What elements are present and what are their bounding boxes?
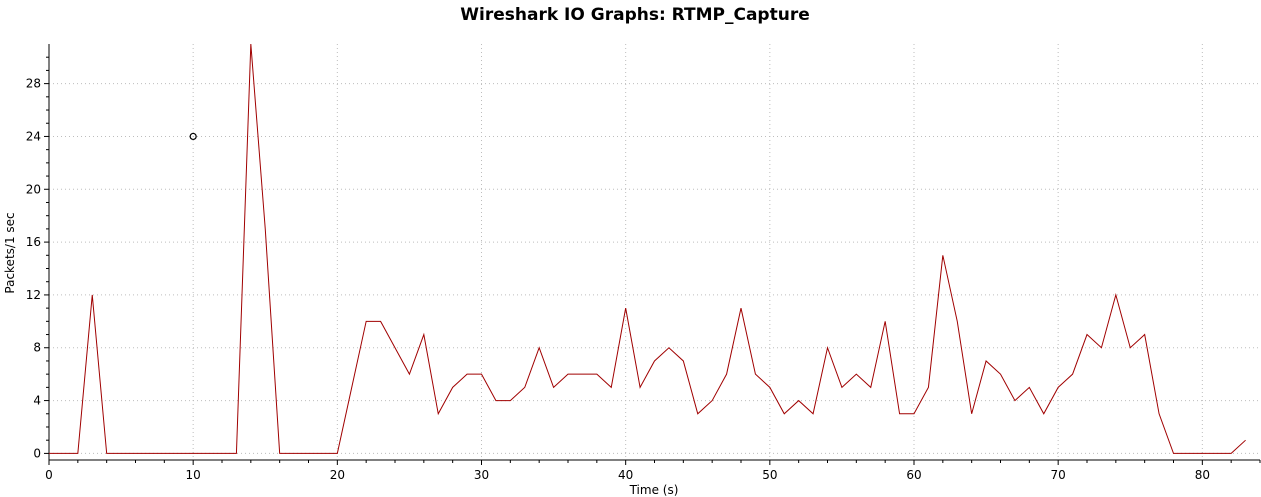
x-tick-label: 60: [906, 468, 921, 482]
x-tick-label: 40: [618, 468, 633, 482]
y-tick-label: 28: [26, 77, 41, 91]
grid-lines: [49, 44, 1260, 460]
y-tick-label: 4: [33, 394, 41, 408]
y-tick-label: 8: [33, 341, 41, 355]
series-line: [49, 43, 1246, 454]
x-tick-label: 30: [474, 468, 489, 482]
x-tick-label: 10: [186, 468, 201, 482]
x-tick-label: 50: [762, 468, 777, 482]
x-axis-ticks: 0 10 20 30 40 50 60 70 80: [45, 460, 1261, 482]
series-layer: [49, 43, 1246, 454]
x-tick-label: 0: [45, 468, 53, 482]
x-tick-label: 70: [1051, 468, 1066, 482]
y-tick-label: 16: [26, 235, 41, 249]
marker-layer: [189, 132, 197, 141]
y-tick-label: 12: [26, 288, 41, 302]
data-point-marker: [189, 132, 197, 141]
x-tick-label: 20: [330, 468, 345, 482]
y-tick-label: 0: [33, 446, 41, 460]
y-axis-ticks: 0 4 8 12 16 20 24 28: [26, 56, 49, 460]
x-axis-label: Time (s): [629, 483, 679, 497]
y-tick-label: 24: [26, 129, 41, 143]
axes: [48, 44, 1260, 461]
chart-title: Wireshark IO Graphs: RTMP_Capture: [460, 5, 809, 25]
y-axis-label: Packets/1 sec: [3, 212, 17, 293]
x-tick-label: 80: [1195, 468, 1210, 482]
y-tick-label: 20: [26, 182, 41, 196]
